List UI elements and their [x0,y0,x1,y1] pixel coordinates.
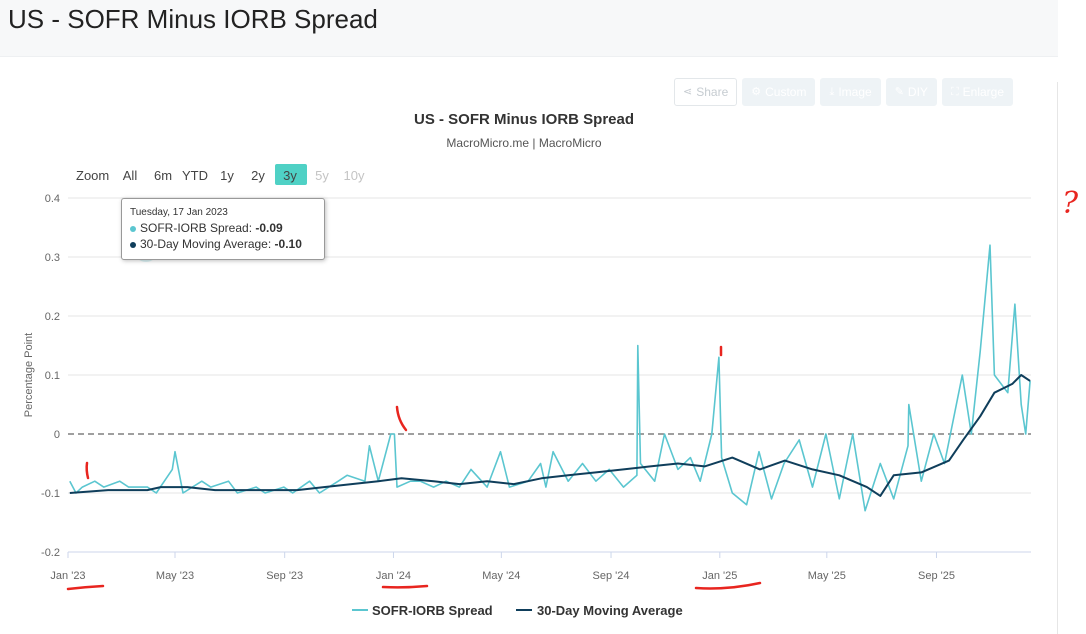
zoom-button-3y[interactable]: 3y [275,164,307,185]
tooltip-spread-label: SOFR-IORB Spread: [140,221,256,235]
diy-button-label: DIY [907,85,928,99]
tooltip-date: Tuesday, 17 Jan 2023 [130,207,228,218]
tooltip-spread-dot [130,225,136,232]
tooltip-ma-dot [130,241,136,248]
y-tick-label: -0.2 [41,547,60,559]
tooltip-ma-value: -0.10 [274,237,302,251]
x-tick-label: May '23 [156,570,194,582]
tooltip-spread-value: -0.09 [255,221,283,235]
annotation-tick-jan23 [85,461,90,480]
gear-icon: ⚙ [751,86,762,98]
zoom-buttons: All 6m YTD 1y 2y 3y 5y 10y [123,164,365,185]
chart-title: US - SOFR Minus IORB Spread [414,111,634,128]
panel-divider [1057,82,1058,634]
y-tick-label: 0 [54,429,60,441]
chart-tooltip: Tuesday, 17 Jan 2023 SOFR-IORB Spread: -… [121,198,325,260]
share-icon: ⋖ [683,86,693,98]
zoom-button-label: 6m [154,168,172,183]
x-tick-label: Jan '23 [50,570,85,582]
zoom-button-label: 2y [251,168,265,183]
custom-button-label: Custom [765,85,807,99]
zoom-label: Zoom [76,168,109,183]
page-header: US - SOFR Minus IORB Spread [0,0,1058,57]
y-tick-label: 0.1 [45,370,60,382]
zoom-active-bg [275,164,307,185]
annotation-underline-jan25 [694,581,762,590]
zoom-button-label: 10y [344,168,365,183]
chart-toolbar: ⋖ Share ⚙ Custom ⤓ Image ✎ DIY ⛶ Enlarge [674,78,1014,106]
legend-label-spread: SOFR-IORB Spread [372,603,493,618]
legend: SOFR-IORB Spread 30-Day Moving Average [352,603,683,618]
zoom-button-2y[interactable]: 2y [251,168,265,183]
zoom-button-6m[interactable]: 6m [154,168,172,183]
annotation-underline-jan23 [66,584,105,591]
image-button-label: Image [838,85,872,99]
zoom-button-All[interactable]: All [123,168,138,183]
series-spread-line [69,244,1031,512]
legend-item-moving-average[interactable]: 30-Day Moving Average [516,603,683,618]
x-tick-label: Jan '24 [376,570,411,582]
chart-subtitle: MacroMicro.me | MacroMicro [446,136,601,150]
y-axis-label: Percentage Point [23,333,35,417]
y-tick-label: -0.1 [41,488,60,500]
zoom-button-label: 1y [220,168,234,183]
zoom-button-YTD[interactable]: YTD [182,168,208,183]
diy-button[interactable]: ✎ DIY [885,78,937,106]
y-tick-label: 0.3 [45,252,60,264]
tooltip-row-moving-average: 30-Day Moving Average: -0.10 [130,237,302,251]
zoom-button-1y[interactable]: 1y [220,168,234,183]
y-axis-ticks: -0.2 -0.1 0 0.1 0.2 0.3 0.4 [41,193,60,559]
share-button[interactable]: ⋖ Share [674,78,738,106]
custom-button[interactable]: ⚙ Custom [742,78,816,106]
x-axis-ticks: Jan '23 May '23 Sep '23 Jan '24 May '24 Sep '… [50,552,955,582]
line-chart: US - SOFR Minus IORB Spread MacroMicro.m… [23,111,1031,618]
zoom-button-label: YTD [182,168,208,183]
x-tick-label: Jan '25 [702,570,737,582]
x-tick-label: Sep '23 [266,570,303,582]
image-button[interactable]: ⤓ Image [820,78,881,106]
x-tick-label: Sep '25 [918,570,955,582]
pencil-icon: ✎ [894,86,904,98]
share-button-label: Share [696,85,729,99]
annotation-question-mark: ? [1062,186,1079,221]
series-moving-average-line [69,374,1031,497]
zoom-button-label: 3y [283,168,297,183]
legend-label-moving-average: 30-Day Moving Average [537,603,683,618]
enlarge-button-label: Enlarge [962,85,1005,99]
x-tick-label: Sep '24 [593,570,630,582]
enlarge-button[interactable]: ⛶ Enlarge [941,78,1014,106]
annotation-tick-jan24 [395,405,408,432]
annotation-underline-jan24 [381,584,429,589]
download-icon: ⤓ [829,86,835,98]
page-title: US - SOFR Minus IORB Spread [8,4,378,34]
tooltip-ma-label: 30-Day Moving Average: [140,237,275,251]
zoom-button-5y: 5y [315,168,329,183]
tooltip-row-spread: SOFR-IORB Spread: -0.09 [130,221,283,235]
zoom-button-label: All [123,168,138,183]
hand-annotations [66,345,762,591]
x-tick-label: May '24 [482,570,520,582]
series-layer [69,244,1031,512]
y-tick-label: 0.4 [45,193,60,205]
zoom-button-10y: 10y [344,168,365,183]
legend-item-spread[interactable]: SOFR-IORB Spread [352,603,493,618]
y-tick-label: 0.2 [45,311,60,323]
zoom-button-label: 5y [315,168,329,183]
expand-icon: ⛶ [950,86,959,98]
x-tick-label: May '25 [808,570,846,582]
